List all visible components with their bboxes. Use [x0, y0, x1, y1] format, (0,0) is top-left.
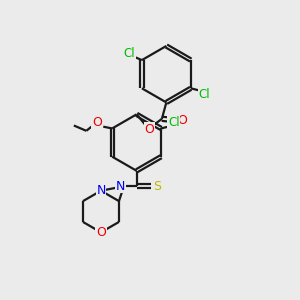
Text: Cl: Cl	[123, 47, 135, 60]
Text: N: N	[116, 180, 125, 193]
Text: N: N	[96, 184, 106, 197]
Text: O: O	[96, 226, 106, 239]
Text: O: O	[177, 114, 187, 127]
Text: Cl: Cl	[198, 88, 210, 101]
Text: S: S	[153, 180, 161, 193]
Text: O: O	[144, 123, 154, 136]
Text: O: O	[92, 116, 102, 129]
Text: Cl: Cl	[168, 116, 180, 129]
